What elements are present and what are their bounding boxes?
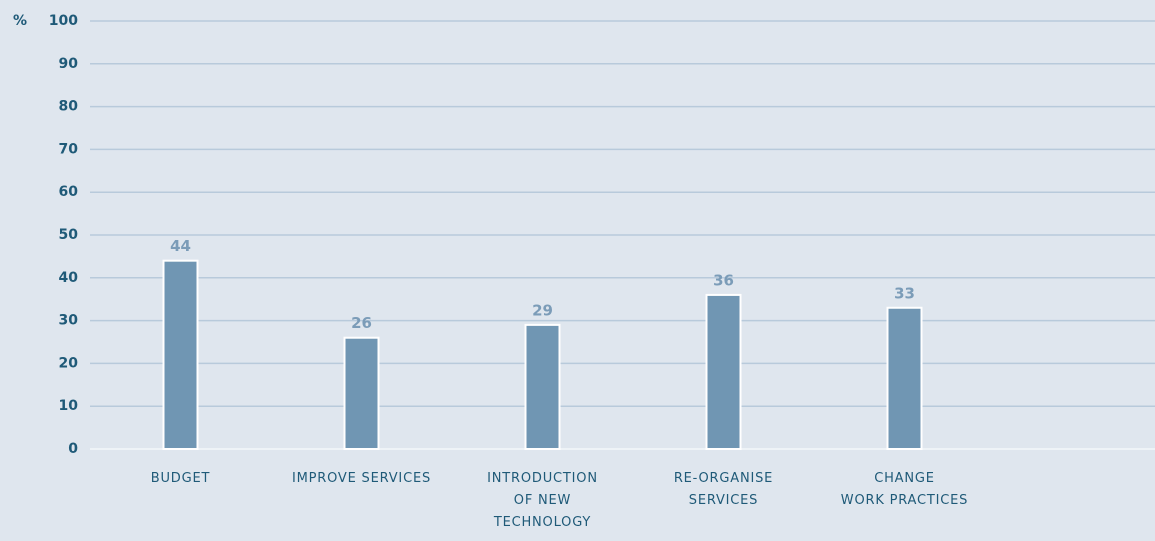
y-tick-label: 80 <box>59 99 79 115</box>
value-label: 26 <box>351 314 372 332</box>
x-tick-label-line: WORK PRACTICES <box>841 493 968 508</box>
x-tick-label-line: IMPROVE SERVICES <box>292 471 431 486</box>
x-tick-label: INTRODUCTION OF NEW TECHNOLOGY <box>487 471 598 530</box>
x-tick-label: BUDGET <box>151 471 210 486</box>
x-tick-label: CHANGE WORK PRACTICES <box>841 471 968 508</box>
x-tick-label: IMPROVE SERVICES <box>292 471 431 486</box>
bar <box>705 293 742 451</box>
x-tick-label-line: BUDGET <box>151 471 210 486</box>
bar <box>524 323 561 451</box>
y-tick-label: 20 <box>59 355 79 371</box>
value-label: 33 <box>894 284 915 302</box>
x-tick-label-line: SERVICES <box>689 493 758 508</box>
y-tick-label: 30 <box>59 313 79 329</box>
y-tick-label: 50 <box>59 227 79 243</box>
value-label: 29 <box>532 301 553 319</box>
y-tick-label: 40 <box>59 270 79 286</box>
y-tick-label: 0 <box>68 441 78 457</box>
x-tick-label-line: TECHNOLOGY <box>493 515 591 530</box>
value-label: 44 <box>170 237 191 255</box>
x-tick-label-line: INTRODUCTION <box>487 471 598 486</box>
y-tick-label: 70 <box>59 141 79 157</box>
bar <box>162 259 199 450</box>
x-tick-label-line: OF NEW <box>514 493 571 508</box>
y-tick-label: 100 <box>49 13 78 29</box>
bar <box>343 336 380 450</box>
x-tick-label-line: RE-ORGANISE <box>674 471 773 486</box>
y-axis-label: % <box>13 13 27 29</box>
value-label: 36 <box>713 271 734 289</box>
y-tick-label: 90 <box>59 56 79 72</box>
x-tick-label: RE-ORGANISE SERVICES <box>674 471 773 508</box>
bar <box>886 306 923 451</box>
y-tick-label: 10 <box>59 398 79 414</box>
x-tick-label-line: CHANGE <box>874 471 935 486</box>
y-tick-label: 60 <box>59 184 79 200</box>
